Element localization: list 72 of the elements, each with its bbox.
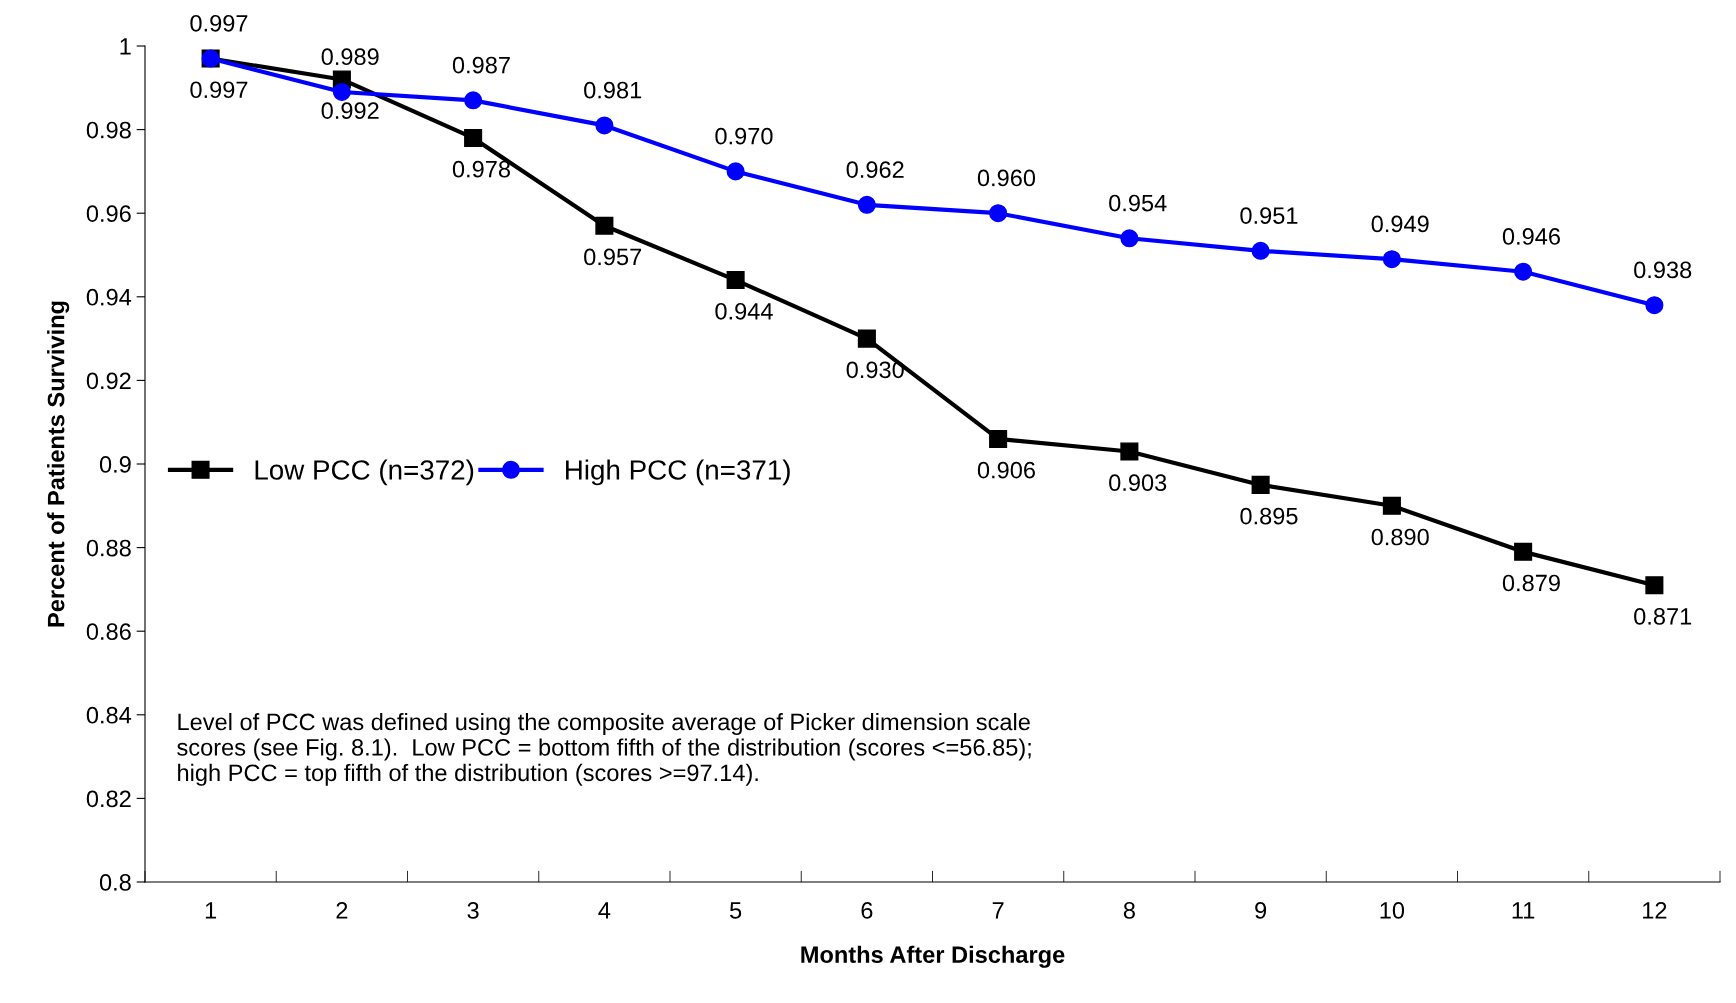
point [857, 329, 876, 348]
x-axis-title: Months After Discharge [801, 945, 1065, 968]
data-label: 0.895 [1240, 507, 1298, 525]
y-tick-label: 0.8 [99, 874, 131, 891]
data-label: 0.890 [1371, 528, 1429, 546]
x-tick-label: 8 [1123, 902, 1135, 919]
y-tick-label: 0.86 [86, 623, 131, 640]
y-axis-title: Percent of Patients Surviving [47, 301, 70, 627]
point [1514, 262, 1533, 281]
x-tick-label: 11 [1512, 902, 1535, 919]
data-label: 0.978 [452, 160, 510, 178]
point [857, 195, 876, 214]
point [1382, 250, 1401, 269]
x-tick-label: 9 [1255, 902, 1267, 919]
data-label: 0.997 [190, 14, 248, 32]
y-tick-label: 1 [120, 38, 131, 55]
point [989, 204, 1008, 223]
data-label: 0.879 [1502, 574, 1560, 592]
data-label: 0.946 [1502, 228, 1560, 245]
x-tick-label: 3 [467, 902, 479, 919]
data-label: 0.903 [1109, 474, 1167, 492]
point [332, 82, 351, 102]
legend-label: Low PCC (n=372) [255, 459, 474, 486]
point [989, 429, 1008, 448]
x-tick-label: 2 [336, 902, 348, 919]
y-tick-label: 0.98 [86, 121, 131, 139]
data-label: 0.906 [977, 461, 1035, 479]
point [1120, 442, 1139, 461]
point [1382, 496, 1401, 515]
data-label: 0.949 [1371, 215, 1429, 233]
data-label: 0.954 [1109, 194, 1167, 212]
data-label: 0.970 [715, 127, 773, 145]
data-label: 0.987 [452, 56, 510, 74]
x-tick-label: 5 [730, 902, 742, 919]
x-tick-label: 4 [598, 902, 611, 919]
y-tick-label: 0.84 [86, 706, 132, 724]
point [1514, 542, 1533, 561]
x-tick-label: 10 [1380, 902, 1405, 919]
data-label: 0.951 [1240, 207, 1298, 224]
y-tick-label: 0.96 [86, 205, 131, 222]
annotation: Level of PCC was defined using the composite average of Picker dimension scale scores (see Fig. 8.1). Low PCC = bottom fifth of the distribution (scores <=56.85); high PCC = top fifth of the distribution (scores >=97.14). [177, 712, 1031, 786]
y-tick-label: 0.94 [86, 288, 132, 306]
x-tick-label: 12 [1643, 902, 1667, 919]
point [595, 116, 614, 135]
data-label: 0.981 [584, 81, 642, 99]
data-label: 0.871 [1634, 608, 1692, 625]
point [595, 216, 614, 235]
data-label: 0.957 [584, 248, 642, 266]
point [464, 91, 483, 110]
data-label: 0.992 [321, 102, 379, 120]
point [1645, 576, 1664, 595]
point [726, 162, 745, 181]
data-label: 0.962 [846, 161, 904, 178]
x-tick-label: 6 [861, 902, 873, 919]
y-tick-label: 0.9 [99, 456, 131, 473]
point [1120, 229, 1139, 248]
data-label: 0.944 [715, 302, 773, 320]
x-tick-label: 1 [205, 902, 217, 919]
data-label: 0.938 [1634, 261, 1692, 279]
y-tick-label: 0.92 [86, 372, 131, 390]
x-tick-label: 7 [992, 902, 1004, 919]
y-tick-label: 0.82 [86, 790, 131, 808]
data-label: 0.997 [190, 81, 248, 99]
y-tick-label: 0.88 [86, 539, 131, 557]
point [1251, 475, 1270, 494]
point [464, 128, 483, 147]
point [1251, 241, 1270, 260]
legend-label: High PCC (n=371) [566, 459, 790, 486]
point [726, 271, 745, 290]
data-label: 0.960 [977, 169, 1036, 187]
data-label: 0.989 [321, 48, 379, 66]
point [1645, 296, 1664, 315]
